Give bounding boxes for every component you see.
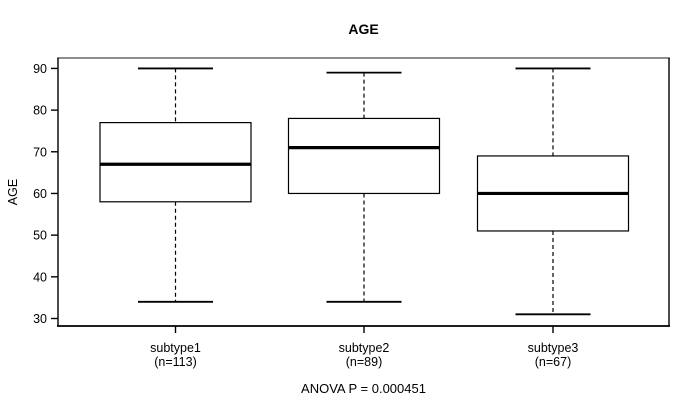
box-group-subtype2: subtype2(n=89) <box>287 71 441 369</box>
y-tick-label: 40 <box>33 270 47 284</box>
box-group-subtype1: subtype1(n=113) <box>99 67 252 369</box>
y-tick-label: 90 <box>33 62 47 76</box>
x-category-label: subtype2 <box>339 341 390 355</box>
iqr-box <box>287 117 441 195</box>
box-group-subtype3: subtype3(n=67) <box>476 67 630 369</box>
y-tick-label: 60 <box>33 187 47 201</box>
x-category-count: (n=89) <box>346 355 382 369</box>
chart-title: AGE <box>348 21 379 37</box>
anova-annotation: ANOVA P = 0.000451 <box>301 381 426 396</box>
y-tick-label: 70 <box>33 145 47 159</box>
y-tick-label: 80 <box>33 104 47 118</box>
x-category-label: subtype1 <box>150 341 201 355</box>
y-tick-label: 30 <box>33 312 47 326</box>
x-category-count: (n=113) <box>154 355 197 369</box>
x-category-label: subtype3 <box>528 341 579 355</box>
y-tick-label: 50 <box>33 229 47 243</box>
x-category-count: (n=67) <box>535 355 571 369</box>
iqr-box <box>99 122 252 203</box>
